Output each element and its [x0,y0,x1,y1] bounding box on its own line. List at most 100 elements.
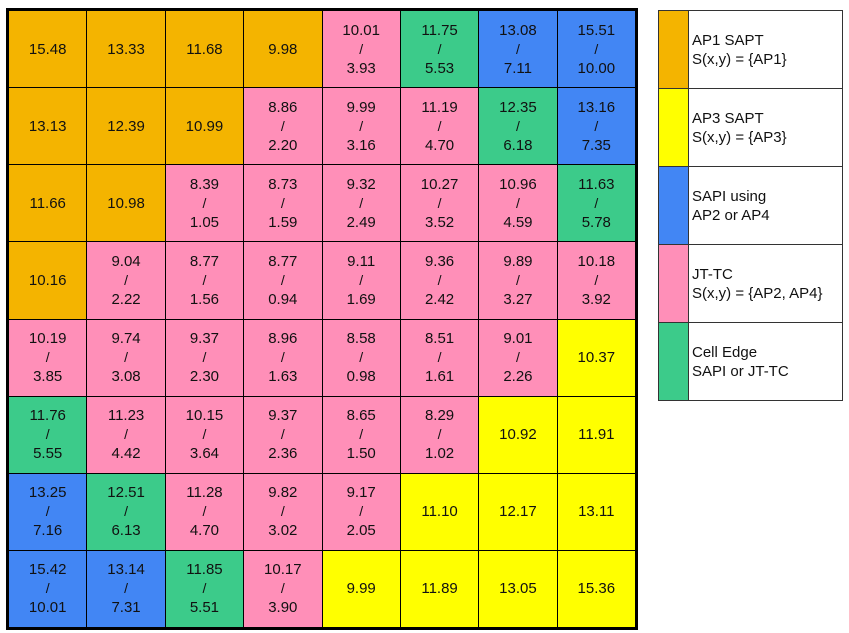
cell-separator: / [280,349,285,366]
cell-value-primary: 10.15 [185,407,224,425]
grid-cell: 12.51/ 6.13 [87,473,165,550]
grid-cell: 10.37 [557,319,635,396]
grid-cell: 15.48 [9,11,87,88]
cell-separator: / [280,117,285,134]
cell-separator: / [359,117,364,134]
grid-cell: 11.66 [9,165,87,242]
cell-value-primary: 9.04 [111,252,141,270]
cell-value-secondary: 5.51 [189,599,220,617]
grid-cell: 8.65/ 1.50 [322,396,400,473]
cell-separator: / [124,271,128,288]
grid-cell: 13.05 [479,550,557,627]
cell-value-primary: 15.36 [577,580,616,598]
cell-separator: / [202,580,207,597]
legend-item-edge: Cell Edge SAPI or JT-TC [659,323,842,401]
cell-value-secondary: 2.20 [268,136,298,154]
legend-swatch [659,89,689,166]
cell-value-primary: 8.58 [346,330,376,348]
cell-value-primary: 9.99 [346,98,376,116]
cell-value-secondary: 1.69 [346,290,376,308]
cell-value-primary: 13.13 [28,117,67,135]
cell-value-primary: 10.27 [420,175,459,193]
grid-cell: 15.42/ 10.01 [9,550,87,627]
grid-cell: 8.51/ 1.61 [400,319,479,396]
grid-cell: 11.75/ 5.53 [400,11,479,88]
cell-value-secondary: 2.22 [111,290,141,308]
grid-cell: 12.35/ 6.18 [479,88,557,165]
legend-label-line1: JT-TC [692,265,733,283]
cell-value-primary: 11.91 [578,426,615,444]
cell-value-secondary: 0.94 [268,290,298,308]
grid-cell: 9.74/ 3.08 [87,319,165,396]
cell-value-secondary: 0.98 [346,368,376,386]
cell-separator: / [280,580,285,597]
cell-separator: / [437,194,442,211]
cell-separator: / [594,40,599,57]
grid-cell: 8.29/ 1.02 [400,396,479,473]
cell-separator: / [515,349,520,366]
cell-value-secondary: 4.70 [424,136,455,154]
cell-value-primary: 9.36 [424,252,455,270]
cell-value-primary: 9.89 [503,252,533,270]
cell-value-primary: 8.73 [268,175,298,193]
cell-separator: / [202,194,207,211]
grid-cell: 10.92 [479,396,557,473]
cell-value-primary: 12.39 [107,117,145,135]
cell-value-secondary: 1.50 [346,445,376,463]
rate-grid: 15.48 13.33 11.68 9.98 10.01/3.93 11.75/5.53 1… [6,8,638,630]
cell-value-secondary: 4.59 [503,213,533,231]
cell-value-secondary: 1.63 [268,368,298,386]
cell-value-primary: 11.66 [29,194,66,212]
cell-value-secondary: 3.64 [189,445,220,463]
cell-value-secondary: 10.01 [28,599,67,617]
cell-value-secondary: 2.36 [268,445,298,463]
cell-separator: / [594,117,599,134]
cell-value-primary: 8.39 [189,175,220,193]
grid-cell: 9.89/ 3.27 [479,242,557,319]
grid-cell: 10.17/ 3.90 [244,550,322,627]
cell-separator: / [124,426,128,443]
grid-cell: 11.89 [400,550,479,627]
grid-cell: 9.36/ 2.42 [400,242,479,319]
cell-value-primary: 9.74 [111,330,141,348]
cell-value-primary: 8.77 [189,252,220,270]
grid-cell: 12.17 [479,473,557,550]
grid-cell: 13.08/ 7.11 [479,11,557,88]
grid-cell: 9.17/ 2.05 [322,473,400,550]
cell-value-primary: 8.77 [268,252,298,270]
grid-cell: 11.19/ 4.70 [400,88,479,165]
legend-label: SAPI using AP2 or AP4 [689,167,770,244]
cell-value-secondary: 2.42 [424,290,455,308]
cell-value-primary: 15.48 [28,40,67,58]
cell-value-secondary: 2.30 [189,368,220,386]
cell-value-secondary: 1.56 [189,290,220,308]
legend-label-line2: S(x,y) = {AP2, AP4} [692,284,823,302]
cell-separator: / [124,580,128,597]
grid-cell: 8.39/ 1.05 [165,165,244,242]
cell-value-secondary: 3.52 [424,213,455,231]
legend-label-line2: S(x,y) = {AP1} [692,50,787,68]
cell-value-primary: 11.89 [421,580,458,598]
grid-cell: 11.76/ 5.55 [9,396,87,473]
cell-value-primary: 9.82 [268,484,298,502]
cell-value-primary: 11.68 [186,40,223,58]
cell-separator: / [202,503,207,520]
cell-value-primary: 9.98 [268,40,298,58]
cell-separator: / [45,349,50,366]
cell-separator: / [359,426,364,443]
grid-cell: 10.96/ 4.59 [479,165,557,242]
cell-value-secondary: 2.05 [346,522,376,540]
cell-separator: / [515,271,520,288]
cell-separator: / [280,194,285,211]
grid-cell: 9.04/ 2.22 [87,242,165,319]
cell-value-primary: 9.17 [346,484,376,502]
grid-cell: 9.37/ 2.36 [244,396,322,473]
grid-cell: 13.25/ 7.16 [9,473,87,550]
cell-separator: / [359,194,364,211]
cell-value-primary: 10.92 [499,426,537,444]
cell-value-primary: 13.33 [107,40,145,58]
cell-value-primary: 9.37 [189,330,220,348]
cell-value-secondary: 1.02 [424,445,455,463]
grid-cell: 13.13 [9,88,87,165]
cell-separator: / [515,194,520,211]
